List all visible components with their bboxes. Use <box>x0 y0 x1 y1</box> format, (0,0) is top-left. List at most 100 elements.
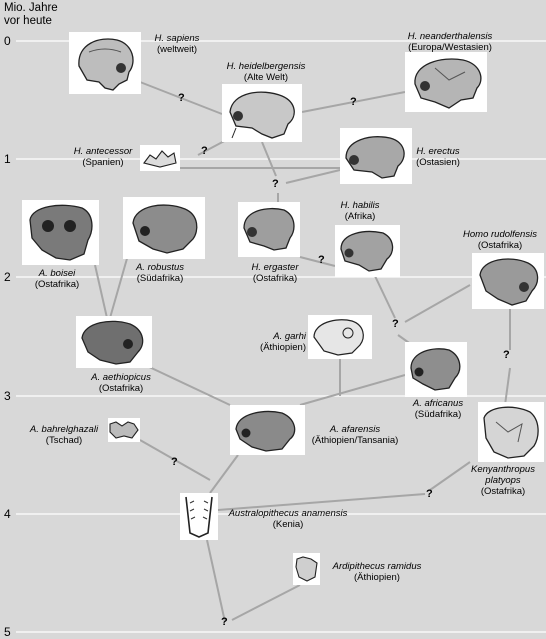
species-name: A. boisei <box>38 268 76 279</box>
label-neanderthalensis: H. neanderthalensis (Europa/Westasien) <box>386 31 514 53</box>
link-boisei-aethiopicus <box>94 264 108 319</box>
label-garhi: A. garhi (Äthiopien) <box>246 331 306 353</box>
label-erectus: H. erectus (Ostasien) <box>410 146 466 168</box>
species-region: (Äthiopien) <box>354 572 400 583</box>
question-mark: ? <box>221 616 228 628</box>
label-habilis: H. habilis (Afrika) <box>330 200 390 222</box>
tick-5: 5 <box>4 625 11 639</box>
species-region: (Ostafrika) <box>252 273 298 284</box>
link-q-anamensis <box>217 493 426 511</box>
species-name: A. africanus <box>412 398 464 409</box>
species-region: (Kenia) <box>272 519 304 530</box>
question-mark: ? <box>171 456 178 468</box>
species-region: (Äthiopien/Tansania) <box>311 435 399 446</box>
link-rudolfensis-node <box>404 284 471 323</box>
species-region: (Äthiopien) <box>260 342 306 353</box>
species-name: H. ergaster <box>251 262 299 273</box>
skull-erectus <box>340 128 412 184</box>
species-name: Homo rudolfensis <box>463 229 537 240</box>
link-ramidus-root <box>231 584 301 621</box>
label-sapiens: H. sapiens (weltweit) <box>142 33 212 55</box>
label-bahrelghazali: A. bahrelghazali (Tschad) <box>20 424 108 446</box>
label-afarensis: A. afarensis (Äthiopien/Tansania) <box>304 424 406 446</box>
species-name: H. habilis <box>340 200 380 211</box>
skull-aethiopicus <box>76 316 152 368</box>
question-mark: ? <box>350 96 357 108</box>
skull-rudolfensis <box>472 253 544 309</box>
question-mark: ? <box>201 145 208 157</box>
species-region: (Ostafrika) <box>98 383 144 394</box>
link-heidelbergensis-node <box>261 141 277 177</box>
species-region: (Südafrika) <box>136 273 184 284</box>
link-heidelbergensis-neanderthalensis <box>301 91 406 113</box>
skull-afarensis <box>230 405 305 455</box>
skull-kenyanthropus <box>478 402 544 462</box>
species-name: A. robustus <box>135 262 185 273</box>
link-ergaster-habilis <box>299 256 336 267</box>
tick-3: 3 <box>4 389 11 403</box>
question-mark: ? <box>392 318 399 330</box>
label-heidelbergensis: H. heidelbergensis (Alte Welt) <box>210 61 322 83</box>
link-anamensis-root <box>206 539 226 623</box>
label-africanus: A. africanus (Südafrika) <box>403 398 473 420</box>
species-name: A. afarensis <box>329 424 381 435</box>
link-africanus-afarensis <box>299 374 406 406</box>
label-ergaster: H. ergaster (Ostafrika) <box>240 262 310 284</box>
skull-garhi <box>308 315 372 359</box>
species-region: (Ostafrika) <box>34 279 80 290</box>
skull-boisei <box>22 200 99 265</box>
link-sapiens-heidelbergensis <box>139 81 223 115</box>
label-aethiopicus: A. aethiopicus (Ostafrika) <box>80 372 162 394</box>
species-name: H. antecessor <box>73 146 133 157</box>
label-kenyanthropus: Kenyanthropus platyops (Ostafrika) <box>463 464 543 497</box>
label-antecessor: H. antecessor (Spanien) <box>62 146 144 168</box>
question-mark: ? <box>178 92 185 104</box>
skull-antecessor <box>140 145 180 171</box>
link-bahrelghazali-afarensis <box>139 439 211 481</box>
skull-heidelbergensis <box>222 84 302 142</box>
link-afarensis-anamensis <box>209 454 239 494</box>
species-region: (Ostasien) <box>416 157 460 168</box>
skull-ramidus <box>293 553 320 585</box>
tick-4: 4 <box>4 507 11 521</box>
species-name: H. heidelbergensis <box>226 61 306 72</box>
species-name-line2: platyops <box>485 475 521 486</box>
species-region: (Tschad) <box>45 435 83 446</box>
question-mark: ? <box>426 488 433 500</box>
skull-ergaster <box>238 202 300 257</box>
skull-habilis <box>335 225 400 277</box>
link-aethiopicus-afarensis <box>144 364 231 406</box>
tick-0: 0 <box>4 34 11 48</box>
species-region: (Ostafrika) <box>480 486 526 497</box>
species-name: A. garhi <box>273 331 306 342</box>
label-rudolfensis: Homo rudolfensis (Ostafrika) <box>454 229 546 251</box>
skull-robustus <box>123 197 205 259</box>
link-erectus-node <box>285 169 341 184</box>
species-name: H. erectus <box>416 146 460 157</box>
label-anamensis: Australopithecus anamensis (Kenia) <box>218 508 358 530</box>
link-kenyanthropus-q <box>504 367 511 406</box>
species-region: (Alte Welt) <box>243 72 289 83</box>
skull-anamensis <box>180 493 218 540</box>
species-name: Australopithecus anamensis <box>228 508 348 519</box>
species-name: A. aethiopicus <box>91 372 151 383</box>
tick-2: 2 <box>4 270 11 284</box>
link-robustus-aethiopicus <box>109 254 129 319</box>
species-name: Ardipithecus ramidus <box>332 561 422 572</box>
species-region: (weltweit) <box>156 44 198 55</box>
skull-neanderthalensis <box>405 52 487 112</box>
skull-africanus <box>405 342 467 397</box>
species-region: (Europa/Westasien) <box>408 42 492 53</box>
label-robustus: A. robustus (Südafrika) <box>128 262 192 284</box>
species-region: (Spanien) <box>82 157 124 168</box>
species-region: (Ostafrika) <box>477 240 523 251</box>
species-region: (Afrika) <box>344 211 376 222</box>
axis-title-line1: Mio. Jahre <box>4 2 58 14</box>
skull-sapiens <box>69 32 141 94</box>
label-ramidus: Ardipithecus ramidus (Äthiopien) <box>324 561 430 583</box>
tick-1: 1 <box>4 152 11 166</box>
species-name: A. bahrelghazali <box>29 424 99 435</box>
species-name: H. sapiens <box>154 33 200 44</box>
